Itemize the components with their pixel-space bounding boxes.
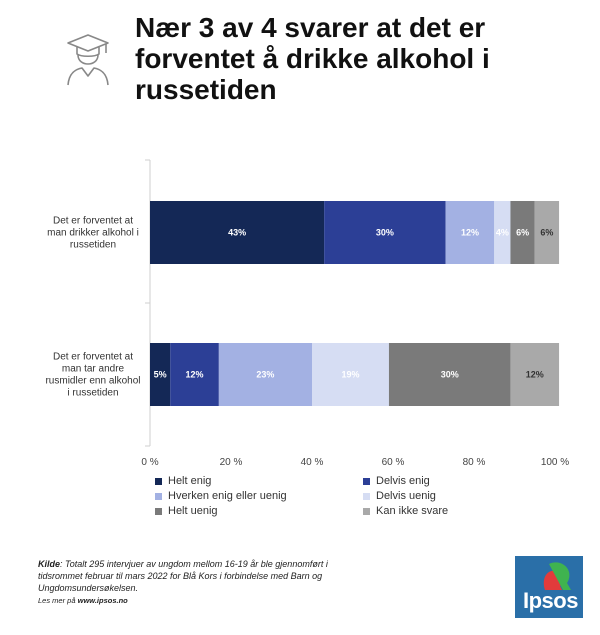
legend-item: Delvis uenig [363, 490, 436, 502]
x-tick-label: 0 % [141, 457, 158, 468]
x-tick-label: 40 % [301, 457, 324, 468]
bar-segment [170, 343, 219, 406]
bar-segment [218, 343, 312, 406]
legend-item: Helt enig [155, 475, 211, 487]
legend-label: Kan ikke svare [376, 505, 449, 517]
bar-segment [494, 201, 511, 264]
data-label: 12% [186, 370, 204, 380]
source-note: Kilde: Totalt 295 intervjuer av ungdom m… [38, 558, 338, 607]
data-label: 30% [441, 370, 459, 380]
legend-label: Delvis uenig [376, 490, 436, 502]
data-label: 12% [526, 370, 544, 380]
legend-swatch [155, 507, 162, 515]
data-label: 30% [376, 228, 394, 238]
bar-segment [445, 201, 495, 264]
data-label: 19% [341, 370, 359, 380]
x-tick-label: 80 % [463, 457, 486, 468]
x-tick-label: 60 % [382, 457, 405, 468]
bar-segment [388, 343, 511, 406]
bar-segment [312, 343, 389, 406]
bar-segment [534, 201, 560, 264]
bar-segment [150, 343, 171, 406]
category-label: russetiden [70, 240, 116, 251]
legend-item: Hverken enig eller uenig [155, 490, 287, 502]
bar-segment [324, 201, 446, 264]
bar-segment [510, 201, 535, 264]
legend-item: Helt uenig [155, 505, 218, 517]
legend-swatch [155, 477, 162, 485]
legend-item: Kan ikke svare [363, 505, 448, 517]
data-label: 6% [540, 228, 553, 238]
legend-swatch [363, 507, 370, 515]
category-label: rusmidler enn alkohol [45, 376, 140, 387]
category-label: Det er forventet at [53, 216, 133, 227]
data-label: 5% [154, 370, 167, 380]
category-label: Det er forventet at [53, 352, 133, 363]
read-more-prefix: Les mer på [38, 596, 78, 605]
data-label: 12% [461, 228, 479, 238]
legend-label: Helt uenig [168, 505, 218, 517]
legend-item: Delvis enig [363, 475, 430, 487]
bar-segment [150, 201, 325, 264]
legend-label: Delvis enig [376, 475, 430, 487]
source-label: Kilde [38, 559, 61, 569]
read-more-link[interactable]: www.ipsos.no [77, 596, 128, 605]
page-title: Nær 3 av 4 svarer at det er forventet å … [135, 12, 490, 105]
data-label: 4% [496, 228, 509, 238]
x-tick-label: 20 % [220, 457, 243, 468]
legend-swatch [363, 492, 370, 500]
category-label: i russetiden [67, 388, 118, 399]
x-tick-label: 100 % [541, 457, 569, 468]
bar-segment [510, 343, 560, 406]
source-text: : Totalt 295 intervjuer av ungdom mellom… [38, 559, 328, 593]
data-label: 43% [228, 228, 246, 238]
logo-text: Ipsos [523, 588, 578, 613]
ipsos-logo: Ipsos [515, 556, 583, 618]
student-graduate-icon [67, 34, 109, 86]
data-label: 23% [256, 370, 274, 380]
data-label: 6% [516, 228, 529, 238]
legend-swatch [155, 492, 162, 500]
legend-label: Helt enig [168, 475, 212, 487]
logo-figure-icon [543, 562, 571, 590]
category-label: man tar andre [62, 364, 125, 375]
legend-label: Hverken enig eller uenig [168, 490, 287, 502]
category-label: man drikker alkohol i [47, 228, 139, 239]
legend-swatch [363, 477, 370, 485]
